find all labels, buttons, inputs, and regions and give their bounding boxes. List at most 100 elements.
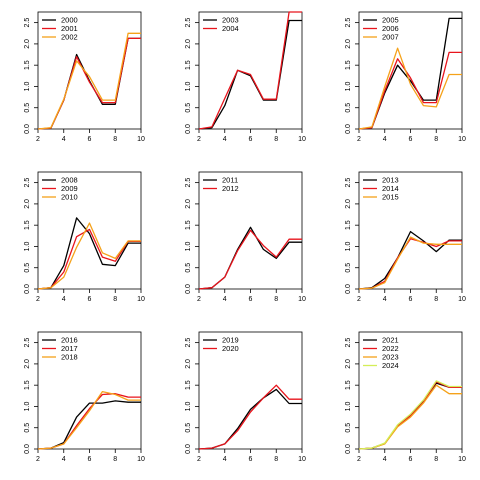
plot-frame <box>358 11 463 130</box>
series-line-2012 <box>198 229 302 290</box>
y-tick-label: 2.0 <box>185 199 192 209</box>
y-tick-label: 2.0 <box>24 39 31 49</box>
legend-label-2000: 2000 <box>61 16 78 25</box>
y-tick-label: 0.5 <box>185 263 192 273</box>
series-line-2013 <box>358 230 462 290</box>
x-tick-label: 2 <box>36 136 40 143</box>
legend-label-2008: 2008 <box>61 176 78 185</box>
x-tick-label: 6 <box>88 456 92 463</box>
y-tick-label: 2.5 <box>345 178 352 188</box>
series-line-2020 <box>198 384 302 450</box>
x-tick-label: 4 <box>383 296 387 303</box>
y-tick-label: 0.5 <box>24 103 31 113</box>
legend-label-2014: 2014 <box>382 184 399 193</box>
y-tick-label: 1.0 <box>345 81 352 91</box>
y-tick-label: 0.5 <box>185 423 192 433</box>
y-tick-label: 2.0 <box>24 199 31 209</box>
legend-label-2019: 2019 <box>222 336 239 345</box>
series-line-2009 <box>37 228 141 290</box>
y-tick-label: 1.5 <box>24 220 31 230</box>
legend-label-2024: 2024 <box>382 361 399 370</box>
legend-label-2005: 2005 <box>382 16 399 25</box>
y-tick-label: 1.5 <box>345 380 352 390</box>
series-line-2014 <box>358 238 462 290</box>
y-tick-label: 2.0 <box>185 39 192 49</box>
y-tick-label: 2.0 <box>345 359 352 369</box>
legend-label-2017: 2017 <box>61 344 78 353</box>
y-tick-label: 2.5 <box>345 18 352 28</box>
x-tick-label: 2 <box>197 296 201 303</box>
x-tick-label: 6 <box>409 296 413 303</box>
x-tick-label: 10 <box>137 456 145 463</box>
x-tick-label: 2 <box>197 456 201 463</box>
x-tick-label: 6 <box>88 296 92 303</box>
legend-label-2015: 2015 <box>382 193 399 202</box>
plot-frame <box>37 11 142 130</box>
y-tick-label: 0.0 <box>185 444 192 454</box>
x-tick-label: 8 <box>434 296 438 303</box>
y-tick-label: 1.5 <box>185 380 192 390</box>
x-tick-label: 10 <box>137 136 145 143</box>
x-tick-label: 10 <box>298 296 306 303</box>
series-line-2011 <box>198 226 302 290</box>
x-tick-label: 8 <box>274 136 278 143</box>
plot-frame <box>198 331 303 450</box>
x-tick-label: 2 <box>357 136 361 143</box>
y-tick-label: 0.5 <box>24 423 31 433</box>
y-tick-label: 0.0 <box>185 284 192 294</box>
x-tick-label: 6 <box>409 456 413 463</box>
legend-label-2023: 2023 <box>382 353 399 362</box>
legend-label-2018: 2018 <box>61 353 78 362</box>
plot-frame <box>37 331 142 450</box>
x-tick-label: 4 <box>223 296 227 303</box>
y-tick-label: 0.0 <box>24 124 31 134</box>
y-tick-label: 2.5 <box>24 338 31 348</box>
x-tick-label: 8 <box>274 456 278 463</box>
legend-label-2003: 2003 <box>222 16 239 25</box>
x-tick-label: 6 <box>249 136 253 143</box>
y-tick-label: 0.5 <box>24 263 31 273</box>
legend-label-2006: 2006 <box>382 24 399 33</box>
y-tick-label: 2.0 <box>345 199 352 209</box>
series-line-2019 <box>198 388 302 450</box>
x-tick-label: 8 <box>274 296 278 303</box>
legend-label-2004: 2004 <box>222 24 239 33</box>
y-tick-label: 0.5 <box>185 103 192 113</box>
x-tick-label: 6 <box>88 136 92 143</box>
y-tick-label: 1.0 <box>185 81 192 91</box>
y-tick-label: 1.0 <box>345 401 352 411</box>
legend-label-2010: 2010 <box>61 193 78 202</box>
x-tick-label: 4 <box>62 456 66 463</box>
series-line-2023 <box>358 384 462 450</box>
x-tick-label: 10 <box>458 296 466 303</box>
y-tick-label: 2.0 <box>24 359 31 369</box>
y-tick-label: 0.0 <box>24 284 31 294</box>
legend-label-2013: 2013 <box>382 176 399 185</box>
y-tick-label: 2.5 <box>345 338 352 348</box>
legend-label-2012: 2012 <box>222 184 239 193</box>
legend-label-2022: 2022 <box>382 344 399 353</box>
series-line-2002 <box>37 32 141 130</box>
x-tick-label: 4 <box>223 456 227 463</box>
series-line-2015 <box>358 236 462 290</box>
y-tick-label: 2.5 <box>24 18 31 28</box>
y-tick-label: 1.0 <box>185 401 192 411</box>
y-tick-label: 0.0 <box>345 444 352 454</box>
y-tick-label: 1.0 <box>24 401 31 411</box>
legend-label-2007: 2007 <box>382 33 399 42</box>
y-tick-label: 1.5 <box>24 60 31 70</box>
y-tick-label: 1.0 <box>24 81 31 91</box>
legend-label-2020: 2020 <box>222 344 239 353</box>
y-tick-label: 0.0 <box>24 444 31 454</box>
y-tick-label: 0.5 <box>345 103 352 113</box>
y-tick-label: 2.5 <box>185 18 192 28</box>
x-tick-label: 4 <box>383 136 387 143</box>
x-tick-label: 4 <box>383 456 387 463</box>
y-tick-label: 0.0 <box>345 284 352 294</box>
y-tick-label: 1.0 <box>24 241 31 251</box>
legend-label-2002: 2002 <box>61 33 78 42</box>
